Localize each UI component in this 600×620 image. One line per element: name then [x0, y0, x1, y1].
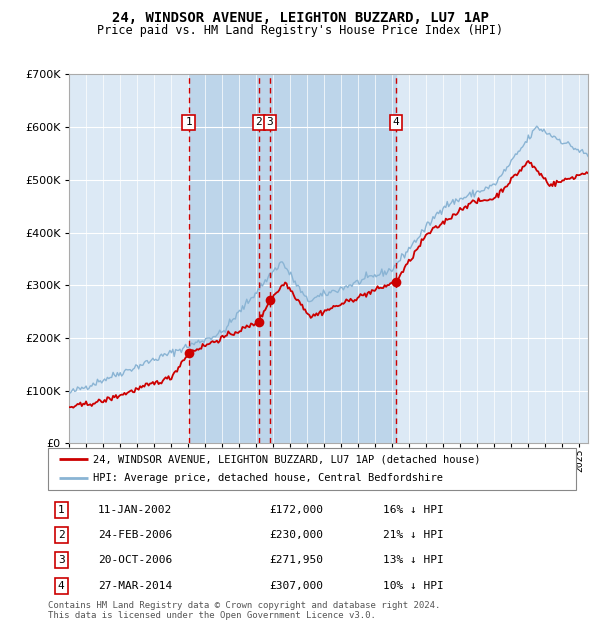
- Text: 1: 1: [185, 117, 192, 127]
- FancyBboxPatch shape: [48, 448, 576, 490]
- Text: HPI: Average price, detached house, Central Bedfordshire: HPI: Average price, detached house, Cent…: [93, 474, 443, 484]
- Text: 3: 3: [58, 556, 65, 565]
- Text: 20-OCT-2006: 20-OCT-2006: [98, 556, 172, 565]
- Text: 10% ↓ HPI: 10% ↓ HPI: [383, 581, 444, 591]
- Text: £307,000: £307,000: [270, 581, 324, 591]
- Text: £230,000: £230,000: [270, 530, 324, 540]
- Text: 4: 4: [58, 581, 65, 591]
- Text: 24, WINDSOR AVENUE, LEIGHTON BUZZARD, LU7 1AP (detached house): 24, WINDSOR AVENUE, LEIGHTON BUZZARD, LU…: [93, 454, 481, 464]
- Text: 21% ↓ HPI: 21% ↓ HPI: [383, 530, 444, 540]
- Text: £271,950: £271,950: [270, 556, 324, 565]
- Text: 13% ↓ HPI: 13% ↓ HPI: [383, 556, 444, 565]
- Text: 27-MAR-2014: 27-MAR-2014: [98, 581, 172, 591]
- Text: 4: 4: [393, 117, 400, 127]
- Text: 11-JAN-2002: 11-JAN-2002: [98, 505, 172, 515]
- Text: 2: 2: [58, 530, 65, 540]
- Text: Price paid vs. HM Land Registry's House Price Index (HPI): Price paid vs. HM Land Registry's House …: [97, 24, 503, 37]
- Text: 2: 2: [256, 117, 262, 127]
- Text: 24-FEB-2006: 24-FEB-2006: [98, 530, 172, 540]
- Text: 1: 1: [58, 505, 65, 515]
- Text: Contains HM Land Registry data © Crown copyright and database right 2024.: Contains HM Land Registry data © Crown c…: [48, 601, 440, 611]
- Bar: [188, 74, 396, 443]
- Text: This data is licensed under the Open Government Licence v3.0.: This data is licensed under the Open Gov…: [48, 611, 376, 620]
- Text: 24, WINDSOR AVENUE, LEIGHTON BUZZARD, LU7 1AP: 24, WINDSOR AVENUE, LEIGHTON BUZZARD, LU…: [112, 11, 488, 25]
- Text: 3: 3: [266, 117, 273, 127]
- Text: £172,000: £172,000: [270, 505, 324, 515]
- Text: 16% ↓ HPI: 16% ↓ HPI: [383, 505, 444, 515]
